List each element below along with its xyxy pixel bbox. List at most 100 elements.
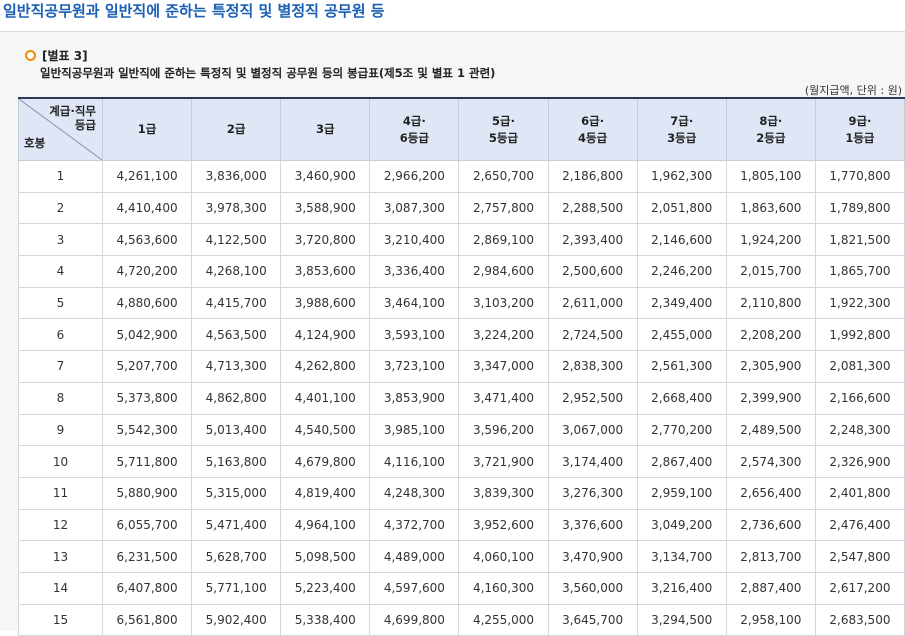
step-cell: 15 [18, 603, 103, 636]
salary-cell: 3,560,000 [547, 571, 638, 605]
salary-cell: 5,163,800 [191, 445, 282, 478]
salary-cell: 4,489,000 [369, 540, 460, 573]
salary-cell: 1,865,700 [814, 255, 905, 288]
salary-cell: 4,699,800 [369, 603, 460, 636]
step-cell: 11 [18, 476, 103, 510]
salary-cell: 2,770,200 [636, 413, 727, 447]
grade-header-label: 3급 [315, 122, 335, 136]
table-row: 2 4,410,400 3,978,300 3,588,900 3,087,300 2,7… [18, 191, 905, 225]
salary-cell: 1,924,200 [725, 223, 816, 257]
salary-cell: 3,103,200 [458, 286, 549, 320]
table-header-row: 계급·직무 등급 호봉 1급 2급 3급 4급· 6등급 5급· 5등급 6급· 4등급 7… [18, 97, 905, 161]
salary-cell: 3,224,200 [458, 318, 549, 352]
salary-cell: 2,611,000 [547, 286, 638, 320]
salary-cell: 5,880,900 [101, 476, 193, 510]
salary-table: 계급·직무 등급 호봉 1급 2급 3급 4급· 6등급 5급· 5등급 6급· 4등급 7… [18, 97, 905, 636]
salary-cell: 5,223,400 [280, 571, 371, 605]
salary-cell: 3,645,700 [547, 603, 638, 636]
grade-header-cell: 6급· 4등급 [547, 97, 638, 161]
salary-cell: 1,992,800 [814, 318, 905, 352]
corner-step-label: 호봉 [24, 136, 46, 150]
salary-cell: 5,042,900 [101, 318, 193, 352]
step-cell: 10 [18, 445, 103, 478]
table-row: 1 4,261,100 3,836,000 3,460,900 2,966,200 2,6… [18, 160, 905, 193]
salary-cell: 1,821,500 [814, 223, 905, 257]
table-subtitle: 일반직공무원과 일반직에 준하는 특정직 및 별정직 공무원 등의 봉급표(제5… [40, 66, 496, 80]
salary-cell: 2,574,300 [725, 445, 816, 478]
salary-cell: 3,471,400 [458, 381, 549, 415]
salary-cell: 3,596,200 [458, 413, 549, 447]
salary-cell: 3,294,500 [636, 603, 727, 636]
grade-header-label: 4급· 6등급 [399, 113, 429, 145]
salary-cell: 4,124,900 [280, 318, 371, 352]
step-cell: 14 [18, 571, 103, 605]
salary-cell: 2,617,200 [814, 571, 905, 605]
grade-header-label: 8급· 2등급 [756, 113, 786, 145]
annex-heading: [별표 3] [25, 47, 88, 64]
step-cell: 2 [18, 191, 103, 225]
grade-header-label: 7급· 3등급 [667, 113, 697, 145]
salary-cell: 2,476,400 [814, 508, 905, 542]
salary-cell: 3,087,300 [369, 191, 460, 225]
grade-header-cell: 9급· 1등급 [814, 97, 905, 161]
salary-cell: 4,713,300 [191, 350, 282, 383]
salary-cell: 4,563,600 [101, 223, 193, 257]
salary-cell: 2,081,300 [814, 350, 905, 383]
step-cell: 4 [18, 255, 103, 288]
salary-cell: 2,399,900 [725, 381, 816, 415]
salary-cell: 4,372,700 [369, 508, 460, 542]
grade-header-cell: 1급 [101, 97, 193, 161]
salary-cell: 4,819,400 [280, 476, 371, 510]
salary-cell: 3,210,400 [369, 223, 460, 257]
salary-cell: 4,122,500 [191, 223, 282, 257]
grade-header-cell: 5급· 5등급 [458, 97, 549, 161]
salary-cell: 3,347,000 [458, 350, 549, 383]
salary-cell: 2,246,200 [636, 255, 727, 288]
salary-cell: 2,958,100 [725, 603, 816, 636]
salary-cell: 1,922,300 [814, 286, 905, 320]
table-row: 12 6,055,700 5,471,400 4,964,100 4,372,700 3,… [18, 508, 905, 542]
salary-cell: 2,984,600 [458, 255, 549, 288]
table-row: 8 5,373,800 4,862,800 4,401,100 3,853,900 3,4… [18, 381, 905, 415]
grade-header-cell: 2급 [191, 97, 282, 161]
unit-note: (월지급액, 단위 : 원) [804, 84, 902, 97]
salary-cell: 3,723,100 [369, 350, 460, 383]
table-row: 9 5,542,300 5,013,400 4,540,500 3,985,100 3,5… [18, 413, 905, 447]
grade-header-cell: 4급· 6등급 [369, 97, 460, 161]
salary-cell: 4,597,600 [369, 571, 460, 605]
step-cell: 7 [18, 350, 103, 383]
step-cell: 1 [18, 160, 103, 193]
step-cell: 5 [18, 286, 103, 320]
salary-cell: 2,288,500 [547, 191, 638, 225]
salary-cell: 4,268,100 [191, 255, 282, 288]
grade-header-label: 1급 [137, 122, 157, 136]
grade-header-label: 2급 [226, 122, 246, 136]
table-row: 13 6,231,500 5,628,700 5,098,500 4,489,000 4,… [18, 540, 905, 573]
salary-cell: 4,160,300 [458, 571, 549, 605]
salary-cell: 4,261,100 [101, 160, 193, 193]
salary-cell: 4,964,100 [280, 508, 371, 542]
salary-cell: 4,720,200 [101, 255, 193, 288]
salary-cell: 5,711,800 [101, 445, 193, 478]
salary-cell: 4,862,800 [191, 381, 282, 415]
salary-cell: 5,471,400 [191, 508, 282, 542]
salary-cell: 3,464,100 [369, 286, 460, 320]
salary-cell: 4,563,500 [191, 318, 282, 352]
salary-cell: 2,547,800 [814, 540, 905, 573]
salary-cell: 2,349,400 [636, 286, 727, 320]
salary-cell: 4,060,100 [458, 540, 549, 573]
salary-cell: 3,839,300 [458, 476, 549, 510]
salary-cell: 3,988,600 [280, 286, 371, 320]
table-row: 10 5,711,800 5,163,800 4,679,800 4,116,100 3,… [18, 445, 905, 478]
salary-cell: 5,013,400 [191, 413, 282, 447]
salary-cell: 5,628,700 [191, 540, 282, 573]
salary-cell: 3,588,900 [280, 191, 371, 225]
salary-cell: 2,668,400 [636, 381, 727, 415]
salary-cell: 2,110,800 [725, 286, 816, 320]
salary-cell: 2,208,200 [725, 318, 816, 352]
page-title: 일반직공무원과 일반직에 준하는 특정직 및 별정직 공무원 등 [3, 2, 385, 20]
salary-cell: 4,540,500 [280, 413, 371, 447]
salary-cell: 2,683,500 [814, 603, 905, 636]
table-row: 7 5,207,700 4,713,300 4,262,800 3,723,100 3,3… [18, 350, 905, 383]
salary-cell: 3,336,400 [369, 255, 460, 288]
